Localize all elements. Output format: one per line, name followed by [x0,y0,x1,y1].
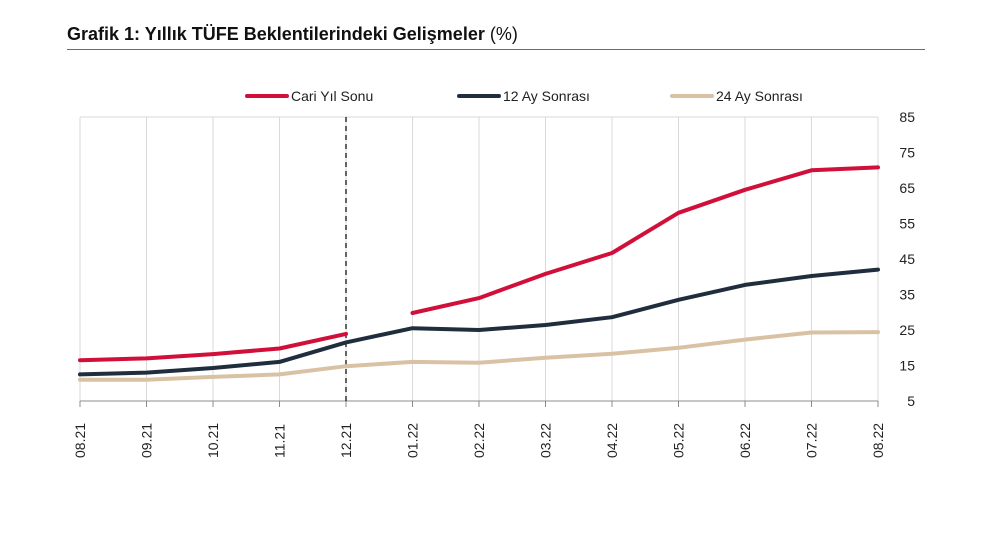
y-tick-label-85: 85 [899,109,915,125]
x-tick-label-12.21: 12.21 [338,423,354,458]
x-tick-label-02.22: 02.22 [471,423,487,458]
series-line-cari-y-l-sonu-part-1 [78,331,348,363]
y-tick-label-45: 45 [899,251,915,267]
x-tick-label-07.22: 07.22 [804,423,820,458]
y-tick-label-65: 65 [899,180,915,196]
chart-title-main: Grafik 1: Yıllık TÜFE Beklentilerindeki … [67,24,485,44]
x-tick-label-01.22: 01.22 [405,423,421,458]
chart-title-unit: (%) [489,24,518,44]
x-tick-label-09.21: 09.21 [139,423,155,458]
x-tick-label-06.22: 06.22 [737,423,753,458]
series-line-24-ay-sonras- [78,330,880,382]
series-line-cari-y-l-sonu-part-2 [410,165,880,315]
y-tick-label-15: 15 [899,358,915,374]
legend-label-cari-y-l-sonu: Cari Yıl Sonu [291,88,373,104]
y-tick-label-5: 5 [907,393,915,409]
x-tick-label-05.22: 05.22 [671,423,687,458]
series-line-12-ay-sonras- [78,267,880,377]
y-tick-label-75: 75 [899,145,915,161]
x-tick-label-10.21: 10.21 [205,423,221,458]
y-tick-label-35: 35 [899,287,915,303]
x-tick-label-04.22: 04.22 [604,423,620,458]
chart-title-bar: Grafik 1: Yıllık TÜFE Beklentilerindeki … [67,24,925,50]
chart-title: Grafik 1: Yıllık TÜFE Beklentilerindeki … [67,24,925,45]
x-tick-label-11.21: 11.21 [272,424,288,458]
legend-label-12-ay-sonras-: 12 Ay Sonrası [503,88,590,104]
x-tick-label-08.22: 08.22 [870,423,886,458]
x-tick-label-03.22: 03.22 [538,423,554,458]
y-tick-label-25: 25 [899,322,915,338]
legend-label-24-ay-sonras-: 24 Ay Sonrası [716,88,803,104]
x-tick-label-08.21: 08.21 [72,423,88,458]
y-tick-label-55: 55 [899,216,915,232]
